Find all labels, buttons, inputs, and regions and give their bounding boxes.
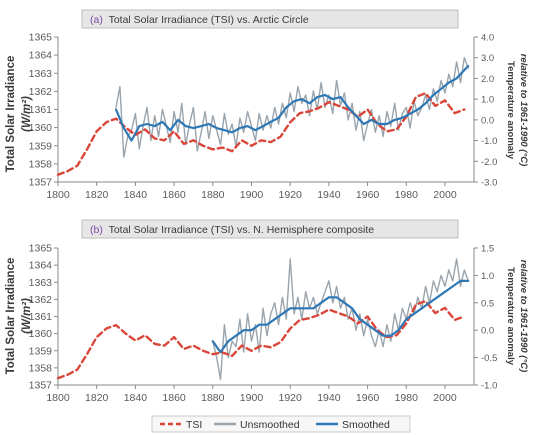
panel-b-y2-tick-label: 1.5 <box>481 244 494 255</box>
panel-b-x-tick-label: 1840 <box>124 392 148 404</box>
panel-b-x-tick-label: 1980 <box>395 392 419 404</box>
panel-a-series <box>56 57 470 176</box>
panel-b-y-tick-label: 1359 <box>29 345 53 357</box>
panel-b-y2-axis-label-sub: relative to 1961-1990 (°C) <box>518 260 529 373</box>
panel-a-y-tick-label: 1365 <box>29 32 53 44</box>
panel-a-title-box <box>81 9 459 29</box>
panel-b-y2-tick-label: 1.0 <box>481 271 494 282</box>
panel-a-axes: 1357 1358 1359 1360 1361 1362 1363 1364 1365 -3.0… <box>29 32 498 202</box>
panel-a-y2-tick-label: -3.0 <box>481 178 497 189</box>
panel-b-y-tick-label: 1364 <box>29 260 53 272</box>
panel-b-x-tick-label: 1960 <box>356 392 380 404</box>
panel-b-x-tick-label: 1920 <box>279 392 303 404</box>
panel-a-y-tick-label: 1361 <box>29 104 53 116</box>
panel-a-smoothed-line <box>114 64 470 142</box>
panel-a-y-tick-label: 1364 <box>29 50 53 62</box>
panel-b-x-tick-label: 1900 <box>240 392 264 404</box>
panel-a-y2-tick-label: -1.0 <box>481 136 497 147</box>
legend: TSI Unsmoothed Smoothed <box>151 415 411 433</box>
panel-a-y-tick-label: 1362 <box>29 86 53 98</box>
panel-a-y-tick-label: 1358 <box>29 158 53 170</box>
panel-b-y-tick-label: 1358 <box>29 362 53 374</box>
legend-smoothed-label: Smoothed <box>342 419 390 431</box>
panel-a-y2-tick-label: 1.0 <box>481 95 494 106</box>
panel-a-x-tick-label: 1920 <box>279 189 303 201</box>
legend-tsi-label: TSI <box>186 419 202 431</box>
panel-b-smoothed-line <box>211 279 470 354</box>
panel-a-y-axis-label: Total Solar Irradiance <box>5 56 17 173</box>
panel-b: (b) Total Solar Irradiance (TSI) vs. N. … <box>5 219 529 405</box>
panel-b-y-tick-label: 1365 <box>29 243 53 255</box>
panel-a-y2-axis-label-sub: relative to 1961-1990 (°C) <box>518 54 529 167</box>
panel-b-y-tick-label: 1361 <box>29 311 53 323</box>
panel-b-y2-tick-label: 0.0 <box>481 326 494 337</box>
panel-a-tsi-line <box>56 92 466 176</box>
panel-a-y2-tick-label: -2.0 <box>481 157 497 168</box>
panel-b-tsi-line <box>56 299 466 380</box>
panel-a-x-tick-label: 1840 <box>124 189 148 201</box>
panel-b-x-tick-label: 2000 <box>433 392 457 404</box>
panel-a: (a) Total Solar Irradiance (TSI) vs. Arc… <box>5 9 529 202</box>
panel-a-y-tick-label: 1359 <box>29 140 53 152</box>
panel-b-x-tick-label: 1820 <box>85 392 109 404</box>
panel-b-axes: 1357 1358 1359 1360 1361 1362 1363 1364 1365 -1.0… <box>29 243 498 405</box>
panel-a-x-tick-label: 1980 <box>395 189 419 201</box>
panel-a-y2-tick-label: 0.0 <box>481 115 494 126</box>
panel-b-series <box>56 258 470 381</box>
panel-b-title-box <box>81 219 459 239</box>
panel-a-x-tick-label: 1880 <box>201 189 225 201</box>
panel-a-y2-tick-label: 3.0 <box>481 53 494 64</box>
panel-b-x-tick-label: 1860 <box>162 392 186 404</box>
panel-b-y-axis-label: Total Solar Irradiance <box>5 258 17 375</box>
panel-a-y2-axis-label: Temperature anomaly <box>505 61 516 160</box>
panel-b-y-tick-label: 1363 <box>29 277 53 289</box>
panel-b-unsmoothed-line <box>212 258 469 381</box>
panel-b-y-tick-label: 1362 <box>29 294 53 306</box>
panel-a-x-tick-label: 1820 <box>85 189 109 201</box>
panel-b-x-tick-label: 1800 <box>46 392 70 404</box>
panel-a-y-tick-label: 1357 <box>29 177 53 189</box>
panel-b-y2-tick-label: -0.5 <box>481 353 497 364</box>
panel-a-x-tick-label: 2000 <box>433 189 457 201</box>
panel-a-x-tick-label: 1800 <box>46 189 70 201</box>
legend-box <box>151 415 411 433</box>
panel-a-y2-tick-label: 2.0 <box>481 74 494 85</box>
panel-a-title: (a) Total Solar Irradiance (TSI) vs. Arc… <box>90 14 309 26</box>
legend-unsmoothed-label: Unsmoothed <box>240 419 300 431</box>
panel-a-x-tick-label: 1900 <box>240 189 264 201</box>
panel-a-y-tick-label: 1360 <box>29 122 53 134</box>
panel-a-x-tick-label: 1860 <box>162 189 186 201</box>
panel-b-y2-axis-label: Temperature anomaly <box>505 267 516 366</box>
panel-b-y2-tick-label: 0.5 <box>481 298 494 309</box>
panel-a-x-tick-label: 1940 <box>317 189 341 201</box>
panel-a-x-tick-label: 1960 <box>356 189 380 201</box>
panel-a-y-axis-units: (W/m²) <box>21 96 33 132</box>
panel-a-y-tick-label: 1363 <box>29 68 53 80</box>
panel-b-y-axis-units: (W/m²) <box>21 298 33 334</box>
panel-b-y-tick-label: 1360 <box>29 328 53 340</box>
panel-b-y-tick-label: 1357 <box>29 380 53 392</box>
panel-a-y2-tick-label: 4.0 <box>481 33 494 44</box>
panel-b-y2-tick-label: -1.0 <box>481 381 497 392</box>
panel-b-x-tick-label: 1940 <box>317 392 341 404</box>
panel-b-x-tick-label: 1880 <box>201 392 225 404</box>
panel-b-title: (b) Total Solar Irradiance (TSI) vs. N. … <box>90 224 374 236</box>
